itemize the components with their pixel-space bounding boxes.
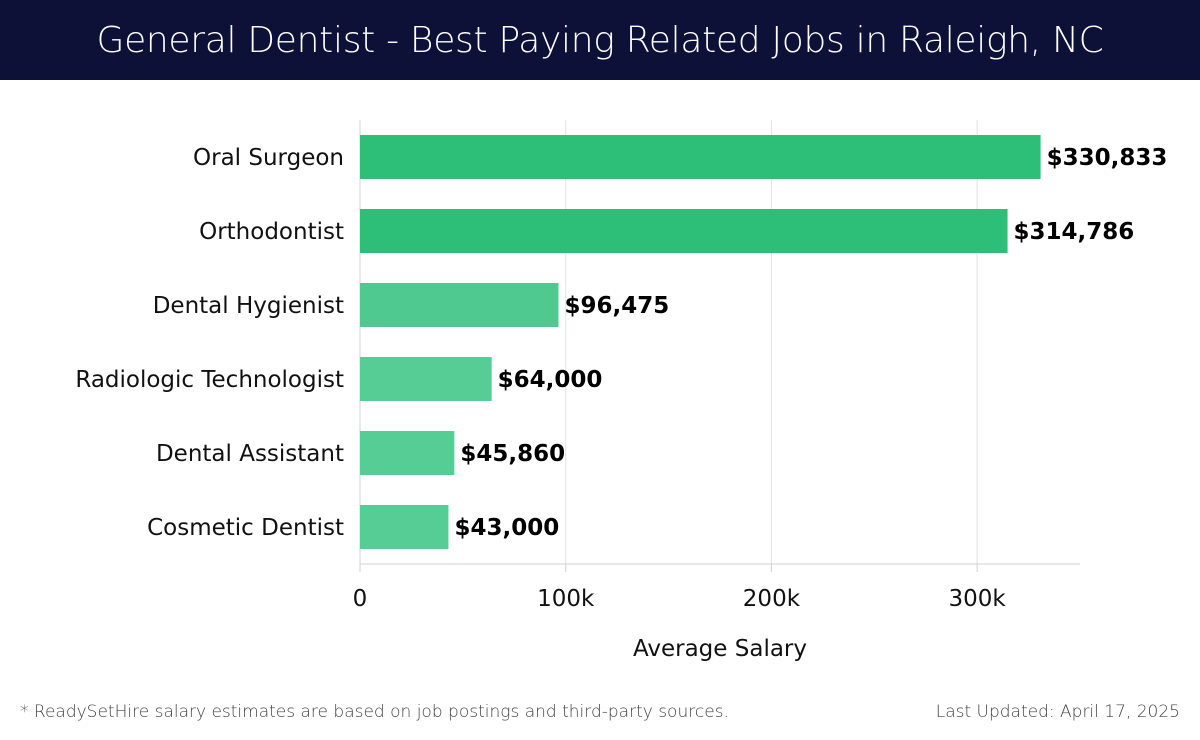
value-label-3: $96,475 [564, 293, 669, 319]
bar-3 [360, 283, 559, 327]
value-label-4: $64,000 [498, 367, 603, 393]
category-label-6: Cosmetic Dentist [147, 515, 344, 541]
category-label-5: Dental Assistant [156, 441, 344, 467]
x-tick-label-2: 200k [743, 586, 801, 612]
value-label-2: $314,786 [1014, 219, 1135, 245]
footer-note: * ReadySetHire salary estimates are base… [20, 702, 729, 722]
x-axis-title: Average Salary [633, 636, 807, 662]
value-label-5: $45,860 [460, 441, 565, 467]
category-label-1: Oral Surgeon [193, 145, 344, 171]
bar-1 [360, 135, 1041, 179]
category-label-2: Orthodontist [199, 219, 344, 245]
value-label-1: $330,833 [1047, 145, 1168, 171]
category-label-4: Radiologic Technologist [75, 367, 344, 393]
bar-chart: Oral Surgeon $330,833 Orthodontist $314,786… [75, 120, 1168, 662]
bar-4 [360, 357, 492, 401]
value-label-6: $43,000 [454, 515, 559, 541]
x-tick-label-3: 300k [949, 586, 1007, 612]
bar-6 [360, 505, 449, 549]
x-tick-label-1: 100k [537, 586, 595, 612]
chart-title: General Dentist - Best Paying Related Jo… [96, 19, 1104, 61]
chart-header: General Dentist - Best Paying Related Jo… [0, 0, 1200, 80]
x-tick-label-0: 0 [353, 586, 368, 612]
bar-2 [360, 209, 1008, 253]
bar-5 [360, 431, 455, 475]
category-label-3: Dental Hygienist [153, 293, 344, 319]
last-updated: Last Updated: April 17, 2025 [935, 702, 1180, 722]
